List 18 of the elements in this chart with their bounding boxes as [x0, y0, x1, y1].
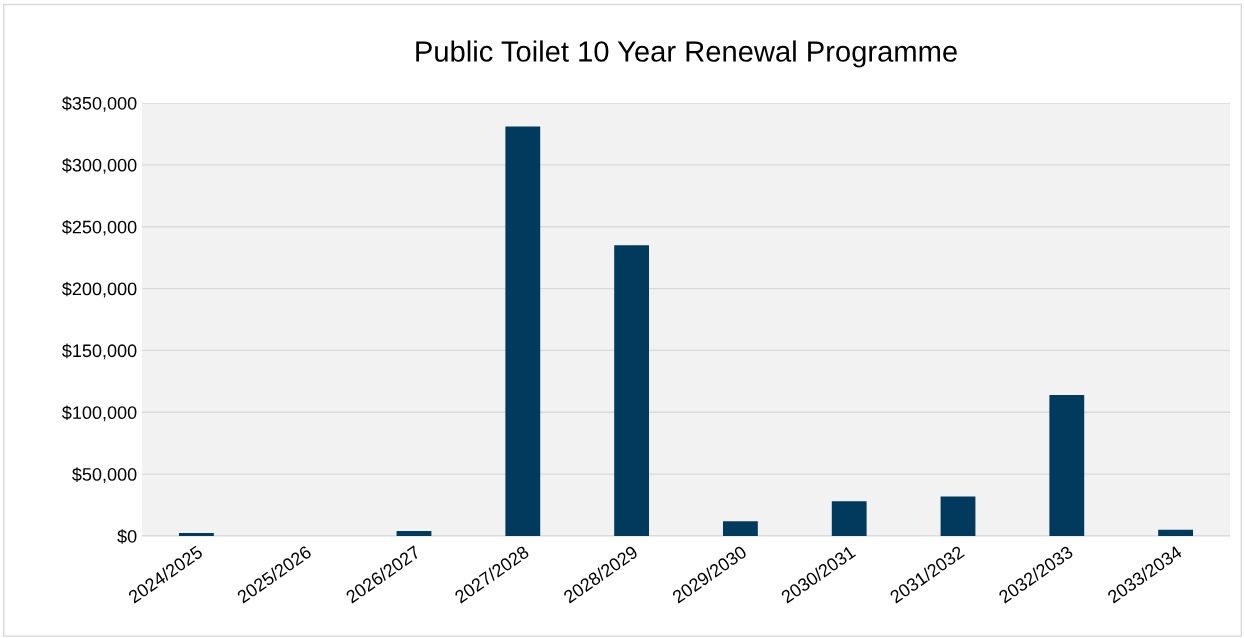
bar	[614, 245, 650, 536]
bar	[722, 521, 758, 536]
bar	[1158, 529, 1194, 536]
y-tick-label: $150,000	[62, 343, 137, 360]
y-tick-label: $350,000	[62, 96, 137, 112]
bar	[396, 531, 432, 536]
chart-title: Public Toilet 10 Year Renewal Programme	[416, 40, 957, 68]
y-tick-label: $300,000	[62, 158, 137, 174]
bar	[940, 496, 976, 536]
bar	[831, 501, 867, 536]
bar	[178, 532, 214, 536]
y-tick-label: $50,000	[72, 467, 137, 483]
bar	[1049, 394, 1085, 536]
bar	[505, 126, 541, 536]
y-tick-label: $0	[117, 529, 137, 544]
y-tick-label: $200,000	[62, 281, 137, 298]
y-tick-label: $100,000	[62, 405, 137, 422]
y-tick-label: $250,000	[62, 219, 137, 236]
